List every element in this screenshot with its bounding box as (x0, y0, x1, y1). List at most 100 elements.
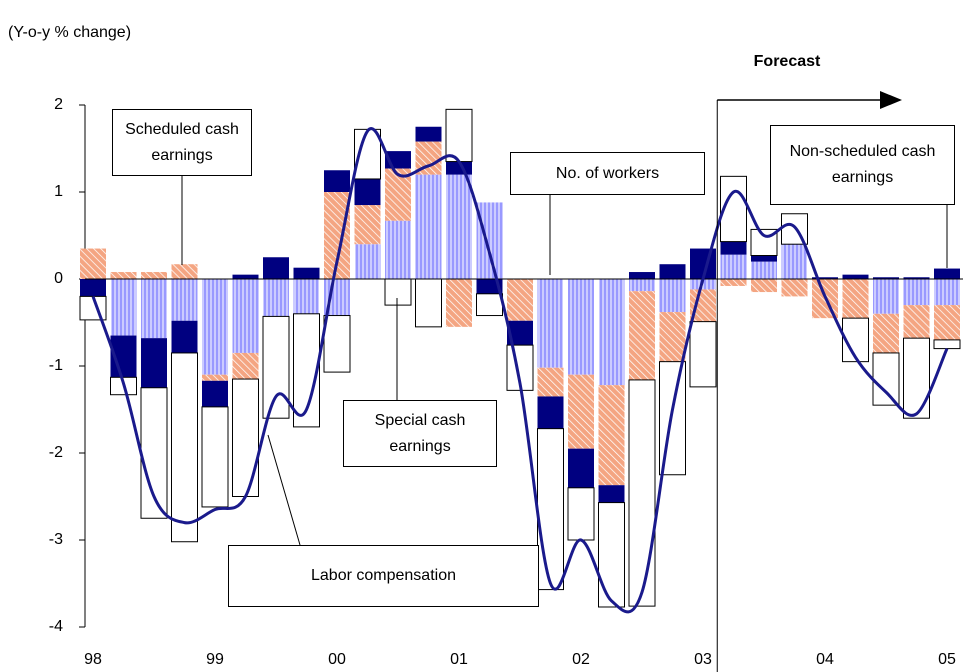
forecast-label: Forecast (754, 53, 821, 70)
bar-segment (232, 274, 259, 279)
bar-segment (628, 379, 656, 607)
bar-segment (903, 305, 930, 339)
bar-segment (415, 174, 442, 279)
bar-segment (934, 279, 960, 306)
bar-segment (415, 126, 442, 142)
bar-segment (720, 254, 747, 279)
bar-segment (720, 279, 747, 286)
line-series (91, 127, 949, 614)
bar-segment (903, 277, 930, 279)
bar-segment (445, 108, 473, 163)
bar-segment (537, 279, 564, 368)
annotation: Non-scheduled cash earnings (770, 125, 955, 205)
bar-segment (537, 367, 564, 397)
bar-segment (567, 487, 595, 541)
bar-segment (171, 320, 198, 353)
bar-segment (293, 267, 320, 279)
bar-segment (110, 272, 137, 279)
bar-segment (141, 338, 167, 388)
bar-segment (598, 279, 625, 386)
bar-segment (568, 448, 594, 488)
bar-segment (629, 279, 655, 292)
bar-segment (598, 502, 625, 608)
annotation: Special cash earnings (343, 400, 497, 467)
x-tick-label: 99 (206, 651, 224, 668)
bar-segment (781, 244, 808, 279)
bar-segment (476, 293, 503, 317)
bar-segment (751, 255, 777, 262)
bar-segment (201, 406, 229, 508)
bar-segment (385, 220, 411, 279)
bar-segment (903, 337, 930, 419)
bar-segment (659, 279, 686, 313)
y-axis-label: (Y-o-y % change) (8, 24, 131, 41)
x-tick-label: 00 (328, 651, 346, 668)
bar-segment (720, 175, 747, 243)
bar-segment (751, 261, 777, 279)
bar-segment (171, 279, 198, 321)
bar-segment (659, 312, 686, 362)
bar-segment (171, 264, 198, 279)
y-tick-label: 1 (54, 183, 63, 200)
x-tick-label: 04 (816, 651, 834, 668)
bar-segment (324, 170, 350, 192)
bar-segment (446, 174, 472, 279)
annotation: Scheduled cash earnings (112, 109, 252, 176)
annotation: No. of workers (510, 152, 705, 195)
bar-segment (232, 352, 259, 380)
bar-segment (141, 279, 167, 339)
bar-segment (629, 272, 655, 279)
y-tick-label: 0 (54, 270, 63, 287)
bar-segment (934, 268, 960, 279)
bar-segment (141, 272, 167, 279)
bar-segment (842, 279, 869, 319)
bar-segment (293, 279, 320, 314)
bar-segment (202, 374, 228, 381)
bar-segment (415, 278, 442, 328)
bar-segment (537, 396, 564, 429)
bar-segment (659, 264, 686, 279)
forecast-arrowhead (880, 91, 902, 109)
bar-segment (842, 274, 869, 279)
y-tick-label: -3 (49, 531, 63, 548)
bar-segment (384, 278, 412, 306)
bar-segment (354, 178, 381, 206)
bar-segment (751, 279, 777, 293)
bar-segment (598, 385, 625, 486)
bar-segment (934, 305, 960, 340)
y-tick-label: -4 (49, 618, 63, 635)
x-tick-label: 02 (572, 651, 590, 668)
bar-segment (812, 277, 838, 279)
bar-segment (202, 380, 228, 407)
bar-segment (872, 352, 900, 406)
bar-segment (354, 244, 381, 279)
bar-segment (171, 352, 198, 543)
bar-segment (598, 485, 625, 503)
bar-segment (781, 279, 808, 297)
bar-segment (873, 277, 899, 279)
y-tick-label: -1 (49, 357, 63, 374)
bar-segment (110, 279, 137, 336)
x-tick-label: 98 (84, 651, 102, 668)
bar-segment (202, 279, 228, 375)
bar-segment (446, 279, 472, 327)
y-tick-label: -2 (49, 444, 63, 461)
bar-segment (262, 315, 290, 419)
y-tick-label: 2 (54, 96, 63, 113)
bar-segment (80, 248, 106, 279)
annotation: Labor compensation (228, 545, 539, 607)
bar-segment (568, 374, 594, 449)
bar-segment (507, 279, 533, 321)
bar-segment (720, 241, 747, 255)
bar-segment (476, 202, 503, 279)
bar-segment (873, 279, 899, 314)
bar-segment (354, 205, 381, 245)
bar-segment (689, 321, 717, 388)
bar-segment (323, 315, 351, 373)
bar-segment (903, 279, 930, 306)
bar-segment (263, 257, 289, 279)
bar-segment (629, 291, 655, 380)
